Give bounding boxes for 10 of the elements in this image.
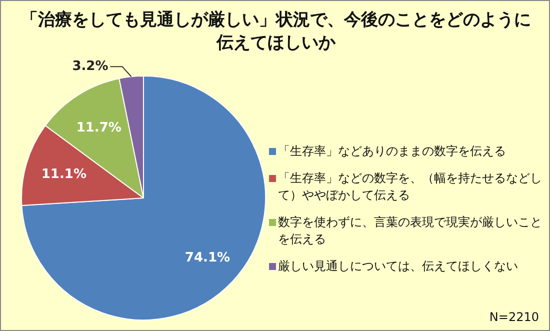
legend-label: 数字を使わずに、言葉の表現で現実が厳しいことを伝える <box>278 214 543 248</box>
chart-title: 「治療をしても見通しが厳しい」状況で、今後のことをどのように伝えてほしいか <box>21 9 531 55</box>
data-label: 74.1% <box>184 250 230 266</box>
data-label: 11.1% <box>41 166 86 182</box>
legend-label: 「生存率」などありのままの数字を伝える <box>278 143 506 160</box>
text: N=2210 <box>489 310 539 324</box>
data-label: 3.2% <box>72 59 108 74</box>
legend-label: 「生存率」などの数字を、（幅を持たせるなどして）ややぼかして伝える <box>278 170 543 204</box>
data-label: 11.7% <box>76 120 122 136</box>
legend-label: 厳しい見通しについては、伝えてほしくない <box>278 258 518 275</box>
